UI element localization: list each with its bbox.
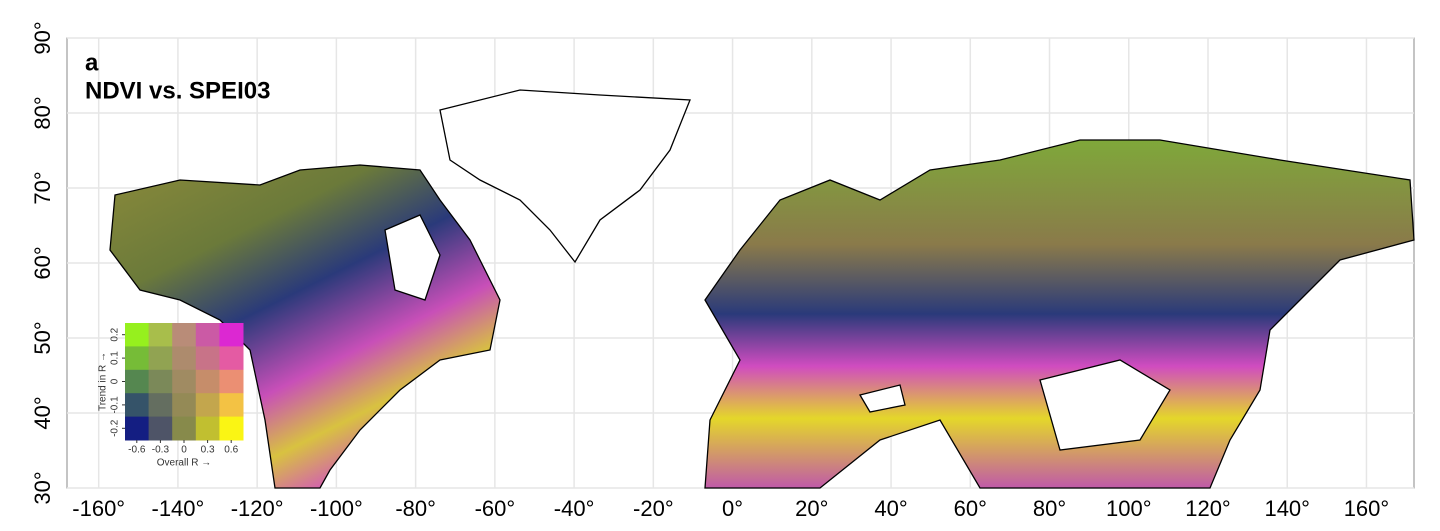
y-tick-label: 90° xyxy=(30,21,55,54)
x-tick-label: -140° xyxy=(152,496,205,521)
legend-y-tick-label: 0.2 xyxy=(110,327,121,341)
legend-swatch xyxy=(219,323,244,347)
y-tick-label: 70° xyxy=(30,171,55,204)
legend-swatch xyxy=(172,416,197,441)
legend-swatch xyxy=(172,393,197,418)
black-sea xyxy=(858,384,906,413)
x-tick-label: 20° xyxy=(795,496,828,521)
legend-swatch xyxy=(195,393,220,418)
hudson-bay xyxy=(384,214,441,301)
legend-y-tick-label: -0.2 xyxy=(110,419,121,437)
y-tick-label: 50° xyxy=(30,321,55,354)
legend-swatch xyxy=(125,369,150,394)
x-tick-label: 120° xyxy=(1185,496,1231,521)
legend-swatch xyxy=(148,369,173,394)
x-tick-label: -160° xyxy=(72,496,125,521)
map-title: NDVI vs. SPEI03 xyxy=(85,77,270,104)
x-tick-label: -20° xyxy=(633,496,674,521)
legend-swatch xyxy=(195,323,220,347)
legend-y-tick-label: -0.1 xyxy=(110,396,121,414)
legend-swatch xyxy=(148,416,173,441)
legend-y-tick-label: 0.1 xyxy=(110,351,121,365)
tarim-gap xyxy=(1039,359,1171,451)
x-tick-label: 80° xyxy=(1033,496,1066,521)
x-tick-label: -100° xyxy=(310,496,363,521)
legend-swatch xyxy=(172,369,197,394)
legend-swatch xyxy=(195,416,220,441)
legend-swatch xyxy=(125,416,150,441)
axis-ticks: -160° -140° -120° -100° -80° -60° -40° -20° 0° 20… xyxy=(30,21,1389,520)
legend-swatch xyxy=(148,323,173,347)
legend-swatch xyxy=(148,346,173,371)
legend-x-tick-label: 0.6 xyxy=(224,445,238,456)
legend-swatch xyxy=(148,393,173,418)
x-tick-label: 0° xyxy=(722,496,743,521)
legend-swatch xyxy=(195,369,220,394)
legend-swatch xyxy=(172,346,197,371)
legend: -0.6 -0.3 0 0.3 0.6 -0.2 -0.1 0 0.1 0.2 Overall R … xyxy=(98,323,244,469)
y-tick-label: 30° xyxy=(30,471,55,504)
x-tick-label: 40° xyxy=(874,496,907,521)
legend-swatch xyxy=(125,393,150,418)
legend-swatch xyxy=(172,323,197,347)
legend-swatch xyxy=(219,416,244,441)
legend-y-tick-label: 0 xyxy=(110,378,121,384)
y-tick-label: 40° xyxy=(30,396,55,429)
x-tick-label: -40° xyxy=(554,496,595,521)
legend-x-tick-label: -0.6 xyxy=(128,445,146,456)
x-tick-label: -60° xyxy=(475,496,516,521)
legend-swatch xyxy=(219,369,244,394)
y-tick-label: 60° xyxy=(30,246,55,279)
legend-swatch xyxy=(125,346,150,371)
legend-swatch xyxy=(195,346,220,371)
x-tick-label: 160° xyxy=(1344,496,1390,521)
x-tick-label: -120° xyxy=(231,496,284,521)
legend-x-tick-label: 0.3 xyxy=(201,445,215,456)
greenland xyxy=(439,89,691,264)
y-tick-label: 80° xyxy=(30,96,55,129)
legend-x-tick-label: -0.3 xyxy=(152,445,170,456)
x-tick-label: 100° xyxy=(1106,496,1152,521)
x-tick-label: 60° xyxy=(954,496,987,521)
legend-swatch xyxy=(219,393,244,418)
land xyxy=(109,89,1415,489)
legend-x-tick-label: 0 xyxy=(181,445,187,456)
legend-swatch xyxy=(219,346,244,371)
panel-label: a xyxy=(85,49,99,76)
x-tick-label: 140° xyxy=(1264,496,1310,521)
legend-y-label: Trend in R → xyxy=(98,352,109,411)
x-tick-label: -80° xyxy=(395,496,436,521)
legend-x-label: Overall R → xyxy=(157,458,211,469)
legend-swatch xyxy=(125,323,150,347)
